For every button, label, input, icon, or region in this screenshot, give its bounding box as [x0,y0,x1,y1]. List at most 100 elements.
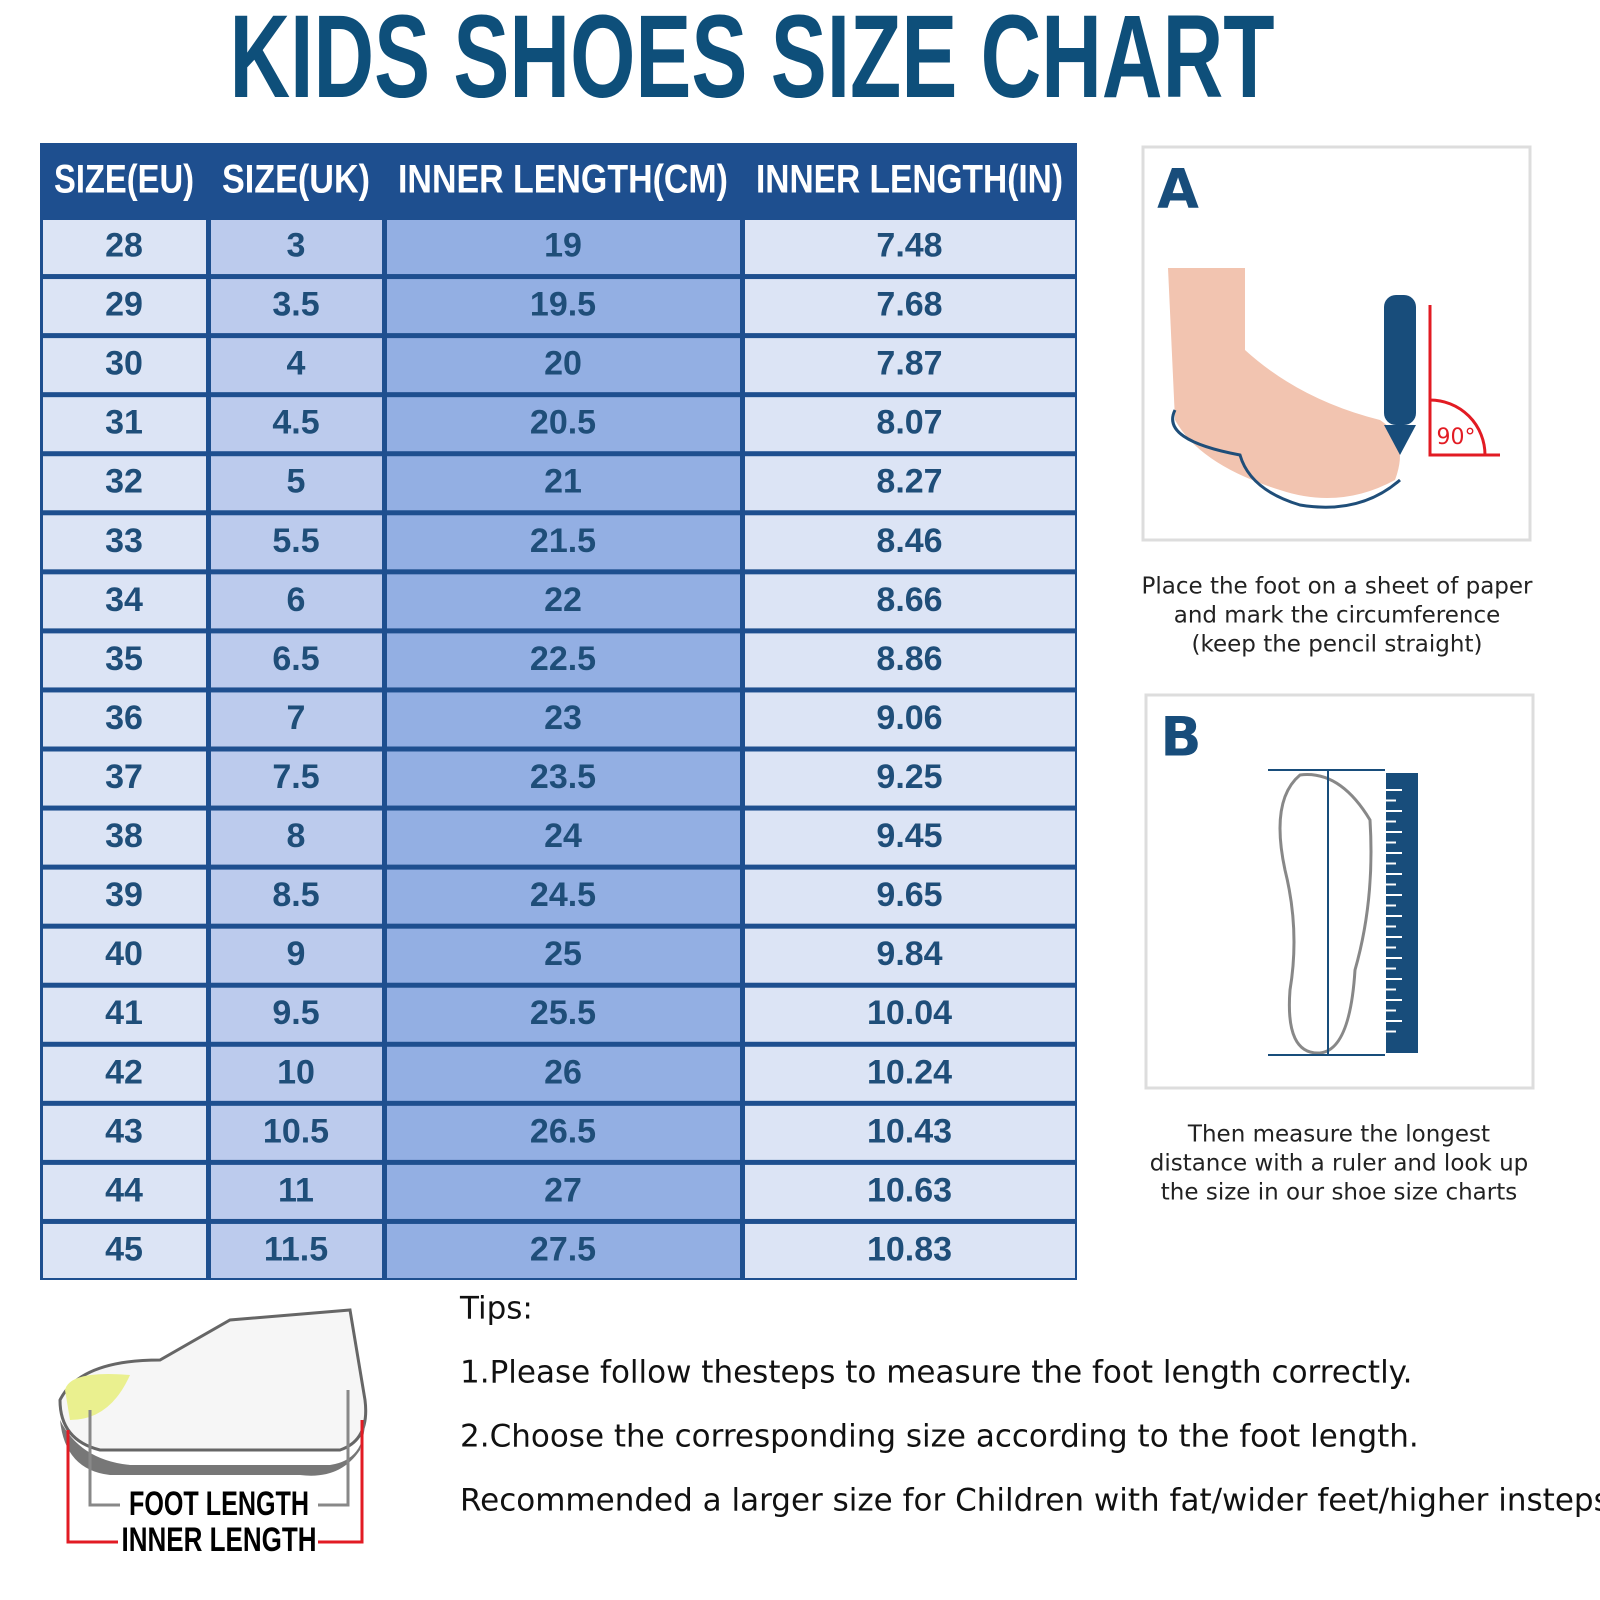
cell-text: 26 [544,1053,582,1091]
cell-text: 6 [287,581,306,619]
table-cell [387,1223,740,1278]
cell-text: 6.5 [272,640,319,678]
table-cell [43,338,206,393]
cell-text: 9.45 [876,817,942,855]
table-cell [745,987,1075,1042]
cell-text: 10.24 [867,1053,952,1091]
table-cell [43,1164,206,1219]
table-cell [387,692,740,747]
table-cell [211,692,382,747]
cell-text: 44 [105,1171,143,1209]
cell-text: 9.84 [876,935,942,973]
cell-text: 43 [105,1112,143,1150]
cell-text: 3.5 [272,286,319,324]
table-cell [211,1164,382,1219]
table-cell [745,456,1075,511]
cell-text: 41 [105,994,143,1032]
table-cell [745,1105,1075,1160]
table-cell [43,1105,206,1160]
table-cell [43,869,206,924]
cell-text: 28 [105,227,143,265]
cell-text: 8.5 [272,876,319,914]
table-cell [745,220,1075,275]
caption-line: and mark the circumference [1174,603,1501,629]
cell-text: 8.86 [876,640,942,678]
cell-text: 33 [105,522,143,560]
cell-text: 8.27 [876,463,942,501]
cell-text: 25.5 [530,994,596,1032]
table-cell [745,279,1075,334]
caption-line: Then measure the longest [1187,1122,1490,1148]
foot-illustration [1168,268,1400,498]
table-cell [43,456,206,511]
table-cell [745,515,1075,570]
cell-text: 10 [277,1053,315,1091]
step-a-caption: Place the foot on a sheet of paper and ma… [1141,574,1533,658]
tips-heading: Tips: [459,1291,533,1327]
cell-text: 29 [105,286,143,324]
table-cell [387,869,740,924]
table-cell [745,1046,1075,1101]
cell-text: 34 [105,581,143,619]
cell-text: 9.65 [876,876,942,914]
table-cell [211,810,382,865]
table-cell [43,692,206,747]
table-cell [43,928,206,983]
table-cell [745,1223,1075,1278]
cell-text: 24.5 [530,876,596,914]
cell-text: 39 [105,876,143,914]
cell-text: 4.5 [272,404,319,442]
cell-text: 10.04 [867,994,952,1032]
cell-text: 8 [287,817,306,855]
table-cell [43,220,206,275]
column-header: SIZE(UK) [222,158,370,202]
table-cell [211,279,382,334]
cell-text: 32 [105,463,143,501]
cell-text: 20.5 [530,404,596,442]
cell-text: 37 [105,758,143,796]
table-cell [745,397,1075,452]
table-cell [43,1046,206,1101]
shoe-sole [60,1420,365,1476]
table-cell [387,810,740,865]
caption-line: distance with a ruler and look up [1150,1151,1529,1177]
cell-text: 26.5 [530,1112,596,1150]
cell-text: 30 [105,345,143,383]
step-b-label: B [1160,706,1201,769]
table-cell [211,633,382,688]
cell-text: 7 [287,699,306,737]
table-cell [745,633,1075,688]
cell-text: 5.5 [272,522,319,560]
cell-text: 23.5 [530,758,596,796]
size-table: SIZE(EU) SIZE(UK) INNER LENGTH(CM) INNER LE… [40,143,1077,1280]
cell-text: 42 [105,1053,143,1091]
step-b-panel [1144,693,1535,1090]
foot-outline [1278,773,1373,1055]
cell-text: 7.5 [272,758,319,796]
cell-text: 10.63 [867,1171,952,1209]
tips-list: 1.Please follow thesteps to measure the … [460,1355,1600,1519]
table-cell [387,928,740,983]
cell-text: 35 [105,640,143,678]
tip-line: Recommended a larger size for Children w… [460,1483,1600,1519]
cell-text: 10.43 [867,1112,952,1150]
foot-length-label: FOOT LENGTH [129,1485,309,1523]
table-cell [211,928,382,983]
cell-text: 9.5 [272,994,319,1032]
pencil [1384,295,1416,425]
table-cell [211,1223,382,1278]
table-cell [43,987,206,1042]
caption-line: the size in our shoe size charts [1161,1180,1517,1206]
cell-text: 11 [278,1171,314,1209]
table-cell [43,515,206,570]
cell-text: 5 [287,463,306,501]
cell-text: 3 [287,227,306,265]
inner-length-bracket [66,1420,364,1544]
table-cell [43,1223,206,1278]
cell-text: 9.25 [876,758,942,796]
cell-text: 45 [105,1230,143,1268]
cell-text: 9 [287,935,306,973]
table-cell [387,1164,740,1219]
cell-text: 36 [105,699,143,737]
